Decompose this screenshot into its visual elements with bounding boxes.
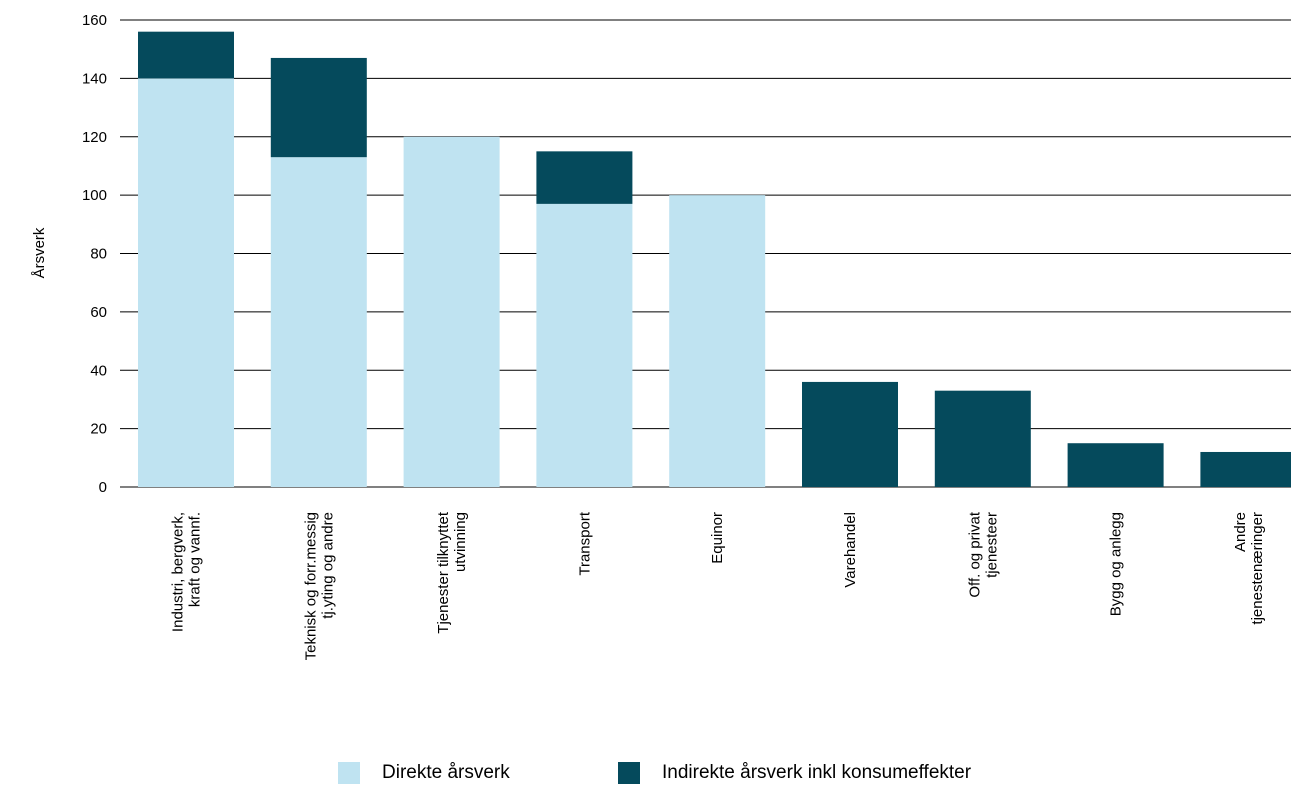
x-tick-label-line: tjenesteer (983, 512, 1000, 578)
x-tick-label-line: Andre (1232, 512, 1249, 552)
bar-segment (802, 381, 898, 487)
x-axis-labels: Industri, bergverk, kraft og vannf. Teknis… (170, 511, 1266, 660)
y-tick-label: 160 (82, 12, 107, 29)
x-tick-label: Tjenester tilknyttet utvinning (435, 511, 469, 634)
y-tick-label: 140 (82, 70, 107, 87)
y-tick-label: 100 (82, 187, 107, 204)
x-tick-label-line: kraft og vannf. (187, 512, 204, 607)
legend-swatch-direct (338, 762, 360, 784)
y-axis-label: Årsverk (31, 227, 48, 278)
legend-item-direct: Direkte årsverk (338, 762, 510, 784)
x-tick-label-line: tj.yting og andre (319, 512, 336, 619)
x-tick-label: Teknisk og forr.messig tj.yting og andre (302, 512, 336, 660)
x-tick-label: Bygg og anlegg (1108, 512, 1125, 616)
x-tick-label-line: Off. og privat (966, 511, 983, 597)
y-tick-label: 60 (90, 304, 107, 321)
bar-segment (934, 390, 1031, 487)
bar-chart: 0 20 40 60 80 100 120 140 160 Industri, bergverk… (31, 12, 1291, 660)
bar-segment (669, 195, 766, 487)
x-tick-label-line: utvinning (452, 512, 469, 572)
x-tick-label-line: Varehandel (842, 512, 859, 588)
y-tick-label: 80 (90, 246, 107, 263)
y-tick-label: 40 (90, 362, 107, 379)
x-tick-label-line: Industri, bergverk, (170, 512, 187, 632)
bar-segment (270, 57, 367, 158)
bars (138, 31, 1291, 487)
x-tick-label-line: Transport (576, 511, 593, 575)
x-tick-label: Off. og privat tjenesteer (966, 511, 1000, 597)
bar-segment (536, 203, 633, 487)
y-axis-ticks: 0 20 40 60 80 100 120 140 160 (82, 12, 107, 496)
x-tick-label-line: Bygg og anlegg (1108, 512, 1125, 616)
bar-segment (270, 157, 367, 487)
bar-segment (536, 151, 633, 204)
bar-segment (403, 136, 500, 487)
bar-segment (138, 78, 234, 487)
legend-label-direct: Direkte årsverk (382, 762, 510, 783)
x-tick-label-line: Teknisk og forr.messig (302, 512, 319, 660)
y-tick-label: 20 (90, 421, 107, 438)
bar-segment (1067, 443, 1164, 487)
x-tick-label: Transport (576, 511, 593, 575)
bar-segment (1200, 451, 1291, 487)
x-tick-label: Equinor (709, 512, 726, 564)
x-tick-label-line: Equinor (709, 512, 726, 564)
y-tick-label: 120 (82, 129, 107, 146)
legend-item-indirect: Indirekte årsverk inkl konsumeffekter (618, 762, 971, 784)
x-tick-label: Varehandel (842, 512, 859, 588)
x-tick-label: Andre tjenestenæringer (1232, 512, 1266, 625)
legend-label-indirect: Indirekte årsverk inkl konsumeffekter (662, 762, 972, 783)
bar-segment (138, 31, 234, 79)
x-tick-label: Industri, bergverk, kraft og vannf. (170, 512, 204, 632)
legend: Direkte årsverk Indirekte årsverk inkl k… (0, 762, 1291, 786)
x-tick-label-line: tjenestenæringer (1249, 512, 1266, 625)
x-tick-label-line: Tjenester tilknyttet (435, 511, 452, 634)
legend-swatch-indirect (618, 762, 640, 784)
y-tick-label: 0 (99, 479, 107, 496)
